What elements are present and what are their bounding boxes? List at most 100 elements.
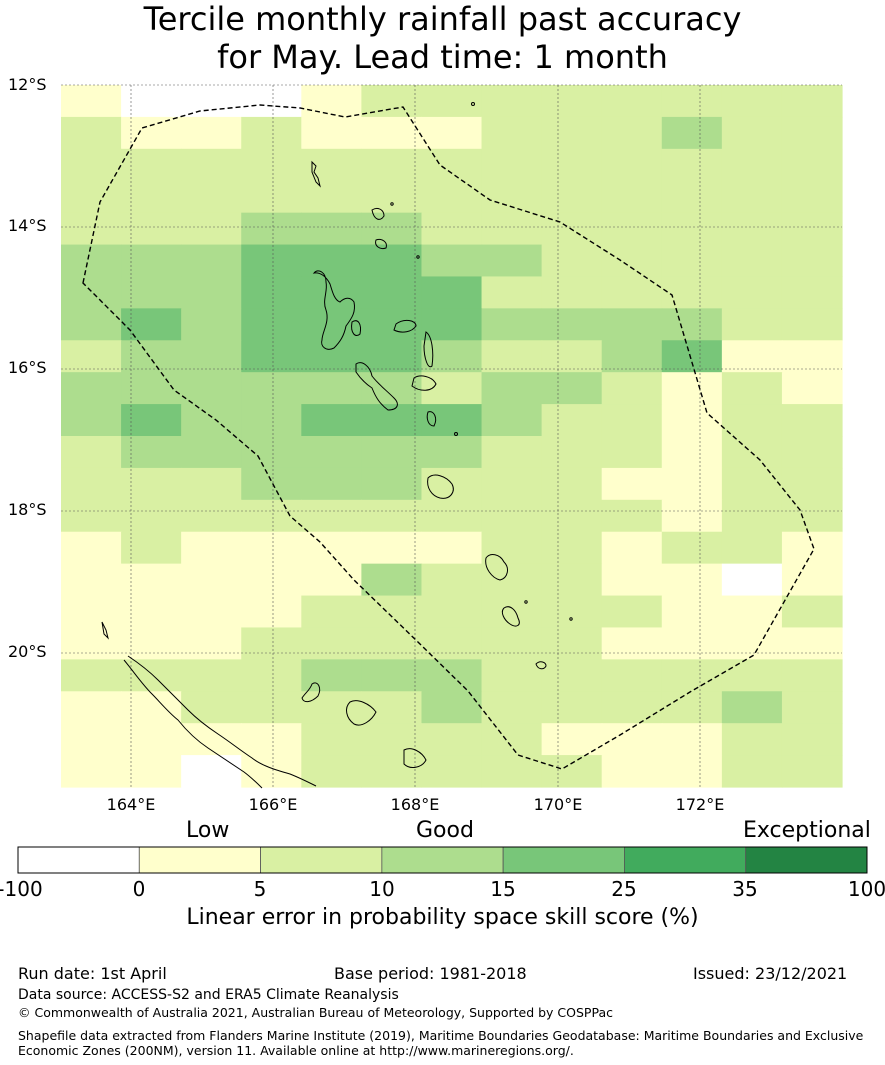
skill-cell [61, 85, 122, 118]
skill-cell [721, 499, 783, 533]
skill-cell [661, 627, 723, 660]
skill-cell [721, 180, 783, 214]
skill-cell [661, 691, 723, 724]
skill-cell [181, 180, 242, 214]
skill-cell [181, 85, 242, 118]
skill-cell [61, 436, 122, 469]
skill-cell [361, 723, 423, 756]
skill-cell [121, 467, 182, 501]
skill-cell [601, 691, 663, 724]
island-espiritu-santo [312, 270, 355, 350]
skill-cell [361, 499, 423, 533]
island-ambrym [411, 375, 437, 391]
lon-label-168e: 168°E [390, 795, 440, 814]
skill-cell [301, 436, 362, 469]
skill-cell [61, 212, 122, 246]
skill-cell [661, 340, 723, 373]
skill-cell [541, 276, 603, 309]
skill-cell [781, 148, 843, 182]
skill-cell [361, 404, 423, 437]
skill-cell [61, 723, 122, 756]
skill-cell [301, 467, 362, 501]
skill-cell [481, 595, 543, 629]
skill-cell [781, 755, 843, 788]
skill-cell [361, 436, 423, 469]
skill-cell [541, 563, 603, 597]
skill-cell [301, 276, 362, 309]
skill-cell [601, 563, 663, 597]
colorbar-frame [17, 846, 868, 874]
skill-cell [721, 148, 783, 182]
skill-cell [241, 563, 302, 597]
skill-cell [781, 372, 843, 405]
lat-label-12s: 12°S [8, 75, 47, 94]
skill-cell [241, 276, 302, 309]
skill-cell [301, 723, 362, 756]
skill-cell [121, 180, 182, 214]
skill-cell [301, 691, 362, 724]
skill-cell [61, 659, 122, 692]
skill-cell [301, 563, 362, 597]
skill-cell [541, 499, 603, 533]
skill-cell [301, 531, 362, 565]
shapefile-credit-line-2: Economic Zones (200NM), version 11. Avai… [18, 1043, 574, 1058]
skill-cell [241, 85, 302, 118]
skill-cell [601, 116, 663, 150]
chart-title: Tercile monthly rainfall past accuracy f… [0, 0, 885, 76]
skill-cell [781, 531, 843, 565]
colorbar-segment [502, 846, 625, 874]
skill-cell [361, 116, 423, 150]
skill-cell [601, 467, 663, 501]
island-torres [311, 160, 321, 188]
skill-cell [481, 467, 543, 501]
skill-cell [361, 148, 423, 182]
skill-cell [181, 340, 242, 373]
lat-label-14s: 14°S [8, 216, 47, 235]
skill-cell [241, 116, 302, 150]
skill-cell [301, 85, 362, 118]
skill-cell [721, 563, 783, 597]
skill-cell [301, 212, 362, 246]
skill-cell [421, 180, 483, 214]
skill-cell [241, 340, 302, 373]
skill-cell [481, 372, 543, 405]
skill-cell [61, 499, 122, 533]
skill-cell [541, 85, 603, 118]
skill-cell [181, 212, 242, 246]
skill-cell [361, 467, 423, 501]
skill-cell [481, 244, 543, 278]
title-line-2: for May. Lead time: 1 month [217, 38, 668, 76]
skill-cell [301, 116, 362, 150]
skill-cell [721, 404, 783, 437]
skill-cell [721, 116, 783, 150]
island-efate [427, 474, 454, 499]
skill-cell [361, 531, 423, 565]
skill-cell [481, 691, 543, 724]
island-loyalty-mare [403, 748, 427, 768]
colorbar [17, 846, 868, 874]
skill-cell [121, 404, 182, 437]
skill-cell [781, 180, 843, 214]
skill-cell [781, 627, 843, 660]
skill-cell [361, 340, 423, 373]
skill-cell [661, 467, 723, 501]
skill-cell [481, 308, 543, 341]
skill-cell [541, 180, 603, 214]
data-source: Data source: ACCESS-S2 and ERA5 Climate … [18, 987, 399, 1003]
skill-cell [541, 755, 603, 788]
skill-cell [781, 659, 843, 692]
skill-cell [601, 404, 663, 437]
skill-cell [301, 627, 362, 660]
skill-cell [661, 659, 723, 692]
skill-cell [421, 308, 483, 341]
island-erromango [485, 554, 508, 581]
skill-cell [661, 499, 723, 533]
shapefile-credit-line-1: Shapefile data extracted from Flanders M… [18, 1028, 864, 1043]
skill-cell [241, 595, 302, 629]
skill-cell [121, 148, 182, 182]
skill-cell [481, 85, 543, 118]
skill-cell [241, 659, 302, 692]
islet-5 [454, 432, 458, 436]
skill-cell [301, 595, 362, 629]
skill-cell [781, 436, 843, 469]
